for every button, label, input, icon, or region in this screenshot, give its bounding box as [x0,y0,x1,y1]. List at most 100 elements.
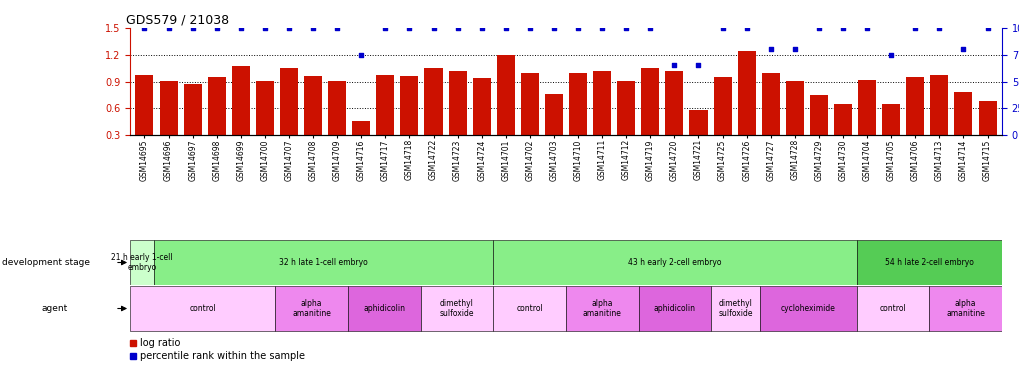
Text: aphidicolin: aphidicolin [363,304,405,313]
Bar [400,76,418,135]
Text: alpha
amanitine: alpha amanitine [291,299,331,318]
Bar [857,80,875,135]
Text: 54 h late 2-cell embryo: 54 h late 2-cell embryo [884,258,973,267]
Bar [328,81,345,135]
Bar [493,286,566,331]
Point [208,25,224,31]
Bar [664,71,683,135]
Point [642,25,658,31]
Point [570,25,586,31]
Bar [856,240,1001,285]
Bar [761,73,779,135]
Point [665,63,682,69]
Point [618,25,634,31]
Point [906,25,922,31]
Bar [521,73,538,135]
Text: percentile rank within the sample: percentile rank within the sample [140,351,305,361]
Text: 21 h early 1-cell
embryо: 21 h early 1-cell embryо [111,253,173,272]
Bar [129,240,154,285]
Point [497,25,514,31]
Text: alpha
amanitine: alpha amanitine [946,299,984,318]
Bar [905,77,923,135]
Point [786,46,802,53]
Text: agent: agent [42,304,68,313]
Text: alpha
amanitine: alpha amanitine [582,299,622,318]
Point [232,25,249,31]
Bar [472,78,490,135]
Point [425,25,441,31]
Point [978,25,995,31]
Point [473,25,489,31]
Text: control: control [516,304,542,313]
Bar [352,121,370,135]
Text: 43 h early 2-cell embryo: 43 h early 2-cell embryo [628,258,721,267]
Bar [304,76,322,135]
Bar [569,73,587,135]
Point [160,25,176,31]
Bar [566,286,638,331]
Point [930,25,947,31]
Bar [929,75,948,135]
Bar [275,286,347,331]
Point [400,25,417,31]
Bar [856,286,928,331]
Bar [136,75,153,135]
Bar [713,77,731,135]
Text: 32 h late 1-cell embryo: 32 h late 1-cell embryo [279,258,368,267]
Text: aphidicolin: aphidicolin [653,304,695,313]
Bar [616,81,635,135]
Bar [641,68,658,135]
Bar [710,286,759,331]
Bar [759,286,856,331]
Point [377,25,393,31]
Point [449,25,466,31]
Point [738,25,754,31]
Point [280,25,297,31]
Text: development stage: development stage [2,258,90,267]
Bar [420,286,493,331]
Text: control: control [878,304,906,313]
Point [882,52,899,58]
Point [593,25,609,31]
Bar [159,81,177,135]
Text: log ratio: log ratio [140,338,180,348]
Point [545,25,561,31]
Bar [493,240,856,285]
Point [257,25,273,31]
Point [762,46,779,53]
Text: cycloheximide: cycloheximide [780,304,835,313]
Point [137,25,153,31]
Point [955,46,971,53]
Bar [785,81,803,135]
Point [329,25,345,31]
Bar [592,71,610,135]
Bar [977,101,996,135]
Bar [347,286,420,331]
Bar [256,81,274,135]
Bar [834,104,851,135]
Text: dimethyl
sulfoxide: dimethyl sulfoxide [439,299,474,318]
Bar [638,286,710,331]
Point [858,25,874,31]
Bar [809,95,827,135]
Bar [376,75,394,135]
Bar [496,55,515,135]
Point [521,25,537,31]
Bar [279,68,298,135]
Bar [208,77,225,135]
Bar [129,286,275,331]
Point [353,52,369,58]
Point [810,25,826,31]
Bar [231,66,250,135]
Bar [183,84,202,135]
Text: control: control [190,304,216,313]
Bar [689,110,707,135]
Bar [544,94,562,135]
Bar [737,51,755,135]
Point [184,25,201,31]
Bar [424,68,442,135]
Bar [928,286,1001,331]
Text: GDS579 / 21038: GDS579 / 21038 [125,14,228,27]
Point [305,25,321,31]
Text: dimethyl
sulfoxide: dimethyl sulfoxide [717,299,752,318]
